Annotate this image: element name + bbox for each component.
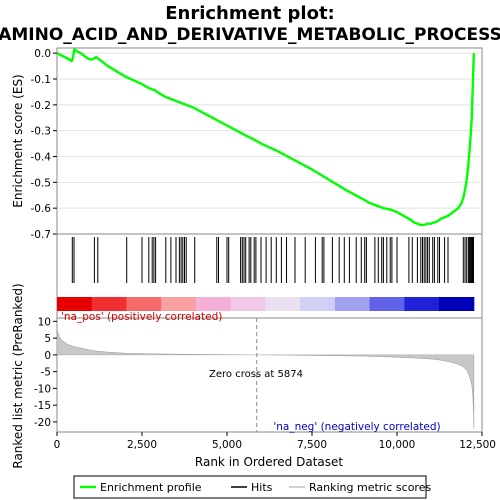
heatmap-segment — [161, 297, 196, 311]
es-y-tick-label: -0.3 — [31, 126, 52, 138]
heatmap-segment — [335, 297, 370, 311]
heatmap-segment — [265, 297, 300, 311]
positive-correlation-label: 'na_pos' (positively correlated) — [61, 311, 222, 323]
metric-y-tick-label: -10 — [34, 383, 51, 395]
heatmap-segment — [126, 297, 161, 311]
es-y-tick-label: -0.5 — [31, 177, 52, 189]
x-tick-label: 12,500 — [459, 439, 496, 451]
metric-y-tick-label: 10 — [38, 316, 51, 328]
heatmap-segment — [196, 297, 231, 311]
x-axis-label: Rank in Ordered Dataset — [195, 455, 343, 469]
legend: Enrichment profile Hits Ranking metric s… — [74, 476, 431, 498]
legend-hits-label: Hits — [251, 481, 273, 494]
metric-y-axis-label: Ranked list metric (PreRanked) — [11, 283, 25, 468]
heatmap-segment — [439, 297, 474, 311]
metric-y-tick-label: -5 — [41, 367, 51, 379]
negative-correlation-label: 'na_neg' (negatively correlated) — [273, 421, 440, 433]
chart-title-line2: AMINO_ACID_AND_DERIVATIVE_METABOLIC_PROC… — [0, 25, 500, 45]
heatmap-segment — [92, 297, 127, 311]
heatmap-segment — [370, 297, 405, 311]
metric-y-tick-label: -15 — [34, 400, 51, 412]
zero-cross-label: Zero cross at 5874 — [209, 369, 303, 380]
es-y-axis-label: Enrichment score (ES) — [11, 74, 25, 207]
es-y-tick-label: -0.1 — [31, 74, 52, 86]
legend-metric-label: Ranking metric scores — [309, 481, 431, 494]
es-y-tick-label: -0.7 — [31, 229, 52, 241]
x-tick-label: 5,000 — [212, 439, 242, 451]
es-y-axis: 0.0 -0.1 -0.2 -0.3 -0.4 -0.5 -0.6 -0.7 — [31, 48, 58, 241]
es-y-tick-label: -0.6 — [31, 203, 52, 215]
es-y-tick-label: 0.0 — [34, 48, 51, 60]
heatmap-segment — [300, 297, 335, 311]
legend-enrichment-label: Enrichment profile — [100, 481, 202, 494]
metric-y-tick-label: 0 — [44, 350, 51, 362]
metric-y-tick-label: -20 — [34, 417, 51, 429]
es-panel-frame — [57, 48, 482, 234]
x-axis: 0 2,500 5,000 7,500 10,000 12,500 — [54, 432, 496, 451]
x-tick-label: 10,000 — [379, 439, 416, 451]
x-tick-label: 7,500 — [297, 439, 327, 451]
es-y-tick-label: -0.2 — [31, 100, 52, 112]
es-panel: 0.0 -0.1 -0.2 -0.3 -0.4 -0.5 -0.6 -0.7 Enrichme… — [11, 48, 482, 241]
x-tick-label: 2,500 — [127, 439, 157, 451]
metric-y-axis: 10 5 0 -5 -10 -15 -20 — [34, 316, 57, 429]
metric-y-tick-label: 5 — [44, 333, 51, 345]
heatmap-segment — [404, 297, 439, 311]
heatmap-segment — [57, 297, 92, 311]
hits-panel — [57, 234, 482, 318]
x-tick-label: 0 — [54, 439, 61, 451]
chart-title-line1: Enrichment plot: — [165, 3, 335, 24]
rank-heatmap-bar — [57, 297, 474, 311]
es-y-tick-label: -0.4 — [31, 152, 52, 164]
heatmap-segment — [231, 297, 266, 311]
